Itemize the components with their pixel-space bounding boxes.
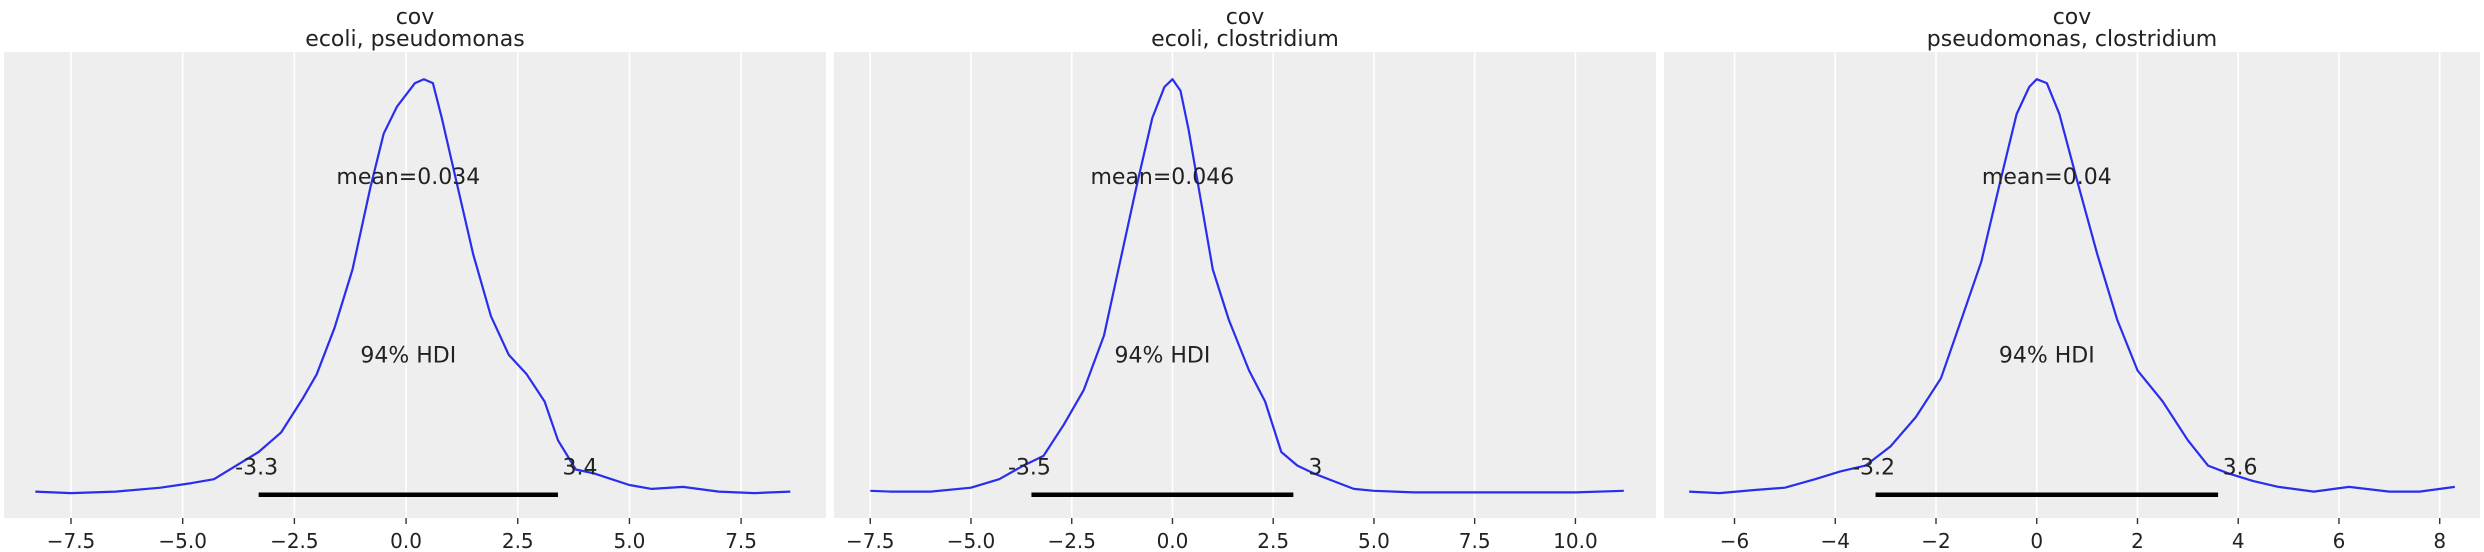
x-tick-label: 10.0 [1553,529,1598,552]
x-tick-label: −2.5 [1047,529,1096,552]
chart-title: cov [2053,5,2092,30]
x-tick-label: 5.0 [614,529,646,552]
x-tick-label: 7.5 [725,529,757,552]
hdi-label: 94% HDI [1999,344,2095,369]
x-tick-label: −2.5 [270,529,319,552]
density-line [870,78,1624,494]
x-tick-label: −7.5 [846,529,895,552]
x-tick-label: 0.0 [390,529,422,552]
x-tick-label: 5.0 [1358,529,1390,552]
density-line [1689,78,2455,495]
x-tick-label: 4 [2232,529,2245,552]
x-tick-label: −7.5 [47,529,96,552]
x-tick-label: 6 [2333,529,2346,552]
mean-label: mean=0.046 [1090,165,1234,190]
x-tick-label: −6 [1720,529,1749,552]
chart-subtitle: pseudomonas, clostridium [1927,27,2217,52]
x-tick-label: 0.0 [1157,529,1189,552]
chart-title: cov [1226,5,1265,30]
x-tick-label: 8 [2433,529,2446,552]
x-tick-label: −2 [1921,529,1950,552]
hdi-low-label: -3.2 [1852,456,1895,481]
x-tick-label: 7.5 [1459,529,1491,552]
x-tick-label: −5.0 [158,529,207,552]
x-tick-label: 0 [2030,529,2043,552]
hdi-low-label: -3.3 [235,456,278,481]
plot-area [834,52,1656,518]
x-tick-label: 2.5 [1257,529,1289,552]
mean-label: mean=0.04 [1982,165,2112,190]
plot-area [4,52,826,518]
hdi-low-label: -3.5 [1008,456,1051,481]
hdi-label: 94% HDI [360,344,456,369]
mean-label: mean=0.034 [336,165,480,190]
x-tick-label: −5.0 [947,529,996,552]
hdi-high-label: 3 [1308,456,1322,481]
chart-subtitle: ecoli, pseudomonas [305,27,524,52]
chart-subtitle: ecoli, clostridium [1151,27,1339,52]
chart-title: cov [396,5,435,30]
hdi-high-label: 3.6 [2223,456,2258,481]
density-line [35,78,791,495]
x-tick-label: 2 [2131,529,2144,552]
x-tick-label: 2.5 [502,529,534,552]
hdi-high-label: 3.4 [562,456,597,481]
x-tick-label: −4 [1821,529,1850,552]
hdi-label: 94% HDI [1114,344,1210,369]
plot-area [1664,52,2480,518]
